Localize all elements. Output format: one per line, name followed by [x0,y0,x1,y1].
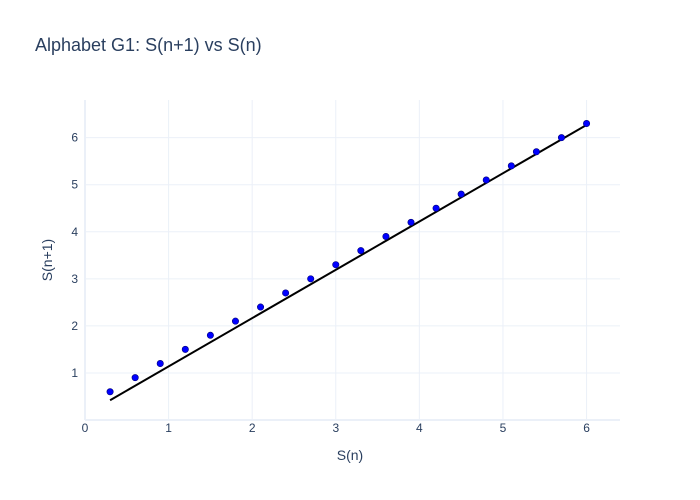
data-point [282,289,290,297]
data-point [557,134,565,142]
x-axis-ticks: 0 1 2 3 4 5 6 [82,421,591,435]
y-tick-label: 3 [71,272,78,286]
data-point [482,176,490,184]
y-tick-label: 6 [71,131,78,145]
y-axis-ticks: 1 2 3 4 5 6 [71,131,78,380]
x-tick-label: 0 [82,421,89,435]
data-point [532,148,540,156]
data-point [382,232,390,240]
data-point [231,317,239,325]
data-point [206,331,214,339]
x-tick-label: 3 [332,421,339,435]
data-point [507,162,515,170]
y-axis-title: S(n+1) [39,239,55,281]
x-tick-label: 2 [249,421,256,435]
chart-title: Alphabet G1: S(n+1) vs S(n) [35,35,262,55]
data-point [332,261,340,269]
data-point [307,275,315,283]
data-point [156,360,164,368]
fit-line [109,124,588,402]
data-point [357,247,365,255]
y-tick-label: 1 [71,366,78,380]
fit-line-layer [109,124,588,402]
data-point [181,345,189,353]
x-tick-label: 6 [583,421,590,435]
data-point [583,120,591,128]
x-tick-label: 5 [500,421,507,435]
data-point [457,190,465,198]
y-tick-label: 5 [71,178,78,192]
data-point [131,374,139,382]
data-point [407,218,415,226]
data-point [257,303,265,311]
x-axis-title: S(n) [337,447,363,463]
points-layer [106,120,591,396]
x-tick-label: 1 [165,421,172,435]
data-point [432,204,440,212]
data-point [106,388,114,396]
y-tick-label: 4 [71,225,78,239]
grid [84,100,620,421]
y-tick-label: 2 [71,319,78,333]
x-tick-label: 4 [416,421,423,435]
